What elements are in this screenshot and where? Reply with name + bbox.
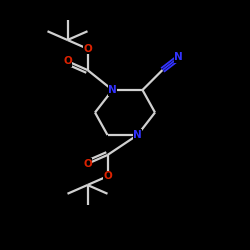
Text: N: N — [108, 85, 117, 95]
Text: O: O — [63, 56, 72, 66]
Text: O: O — [83, 159, 92, 169]
Text: N: N — [133, 130, 142, 140]
Text: O: O — [83, 44, 92, 54]
Text: O: O — [103, 171, 112, 181]
Text: N: N — [174, 52, 183, 62]
